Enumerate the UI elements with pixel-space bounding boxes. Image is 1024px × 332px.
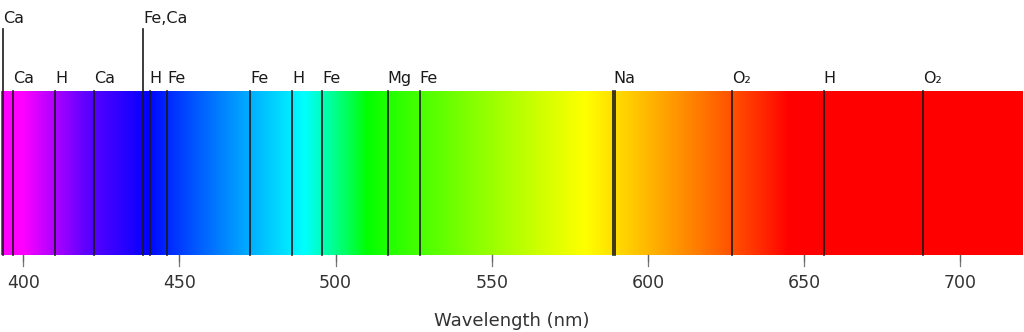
Text: Fe: Fe <box>420 71 438 86</box>
Text: 500: 500 <box>319 274 352 292</box>
Text: 550: 550 <box>475 274 508 292</box>
Text: Ca: Ca <box>3 11 24 26</box>
Text: H: H <box>292 71 304 86</box>
Text: 600: 600 <box>631 274 665 292</box>
Text: Wavelength (nm): Wavelength (nm) <box>434 312 590 330</box>
Text: O₂: O₂ <box>923 71 941 86</box>
Text: H: H <box>823 71 836 86</box>
Text: Fe: Fe <box>167 71 185 86</box>
Text: H: H <box>55 71 68 86</box>
Text: Ca: Ca <box>13 71 34 86</box>
Text: Ca: Ca <box>94 71 115 86</box>
Text: 700: 700 <box>944 274 977 292</box>
Text: O₂: O₂ <box>732 71 751 86</box>
Text: H: H <box>150 71 162 86</box>
Text: Fe,Ca: Fe,Ca <box>143 11 187 26</box>
Text: 450: 450 <box>163 274 196 292</box>
Text: Mg: Mg <box>388 71 412 86</box>
Text: 650: 650 <box>787 274 820 292</box>
Text: Na: Na <box>613 71 636 86</box>
Text: Fe: Fe <box>250 71 268 86</box>
Text: Fe: Fe <box>323 71 341 86</box>
Text: 400: 400 <box>7 274 40 292</box>
